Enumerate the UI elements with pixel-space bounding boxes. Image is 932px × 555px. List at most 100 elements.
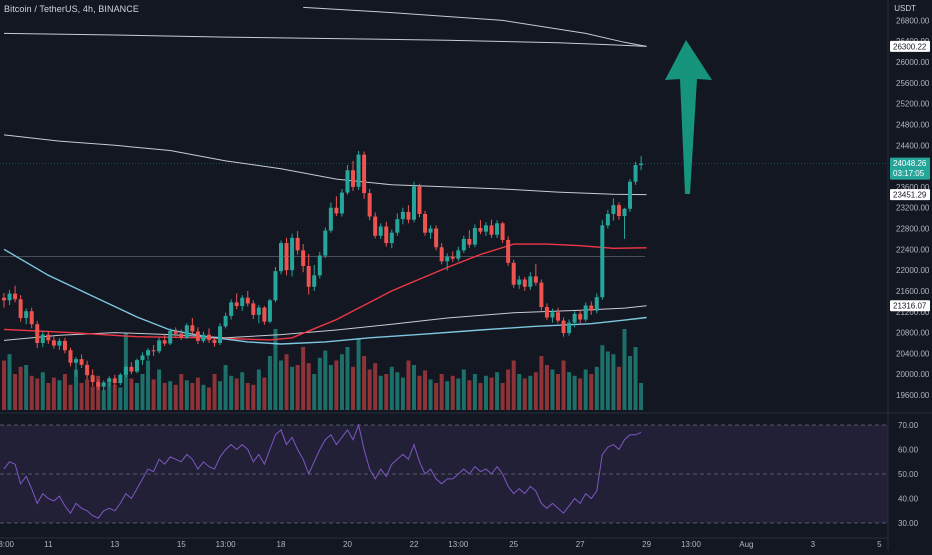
candle-body [306,265,311,287]
candle-body [151,350,156,352]
candle-body [417,186,422,214]
price-tick-label: 20800.00 [896,329,930,338]
candle-body [323,230,328,256]
time-tick-label: 25 [509,540,518,549]
volume-bar [68,384,73,410]
ma-white-top2-line [303,6,647,47]
time-tick-label: 20 [343,540,352,549]
candle-body [522,279,527,287]
volume-bar [345,347,350,410]
price-label-box [890,157,930,180]
volume-bar [62,374,67,410]
price-label-box [890,300,930,312]
volume-bar [273,329,278,410]
volume-bar [639,383,644,410]
candle-body [240,297,245,307]
candle-body [62,340,67,351]
price-axis[interactable]: 26800.0026400.0026000.0025600.0025200.00… [896,16,930,400]
time-tick-label: 22 [410,540,419,549]
volume-bar [611,354,616,410]
time-tick-label: 13:00 [0,540,15,549]
candle-body [262,307,267,322]
volume-bar [506,369,511,410]
volume-bar [522,378,527,410]
candle-body [206,334,211,340]
candle-body [616,205,621,217]
rsi-axis[interactable]: 70.00 60.00 50.00 40.00 30.00 [898,421,919,528]
candle-body [118,374,123,384]
volume-bar [589,374,594,410]
price-pane[interactable] [0,0,888,410]
rsi-tick-label: 70.00 [898,421,919,430]
candle-body [85,364,90,376]
candle-body [245,297,250,304]
volume-bar [511,360,516,410]
price-label-text: 23451.29 [893,191,927,200]
volume-bar [134,383,139,410]
volume-bar [373,363,378,410]
candle-body [434,228,439,248]
time-tick-label: 29 [642,540,651,549]
volume-bar [168,381,173,410]
candle-body [168,331,173,344]
candle-body [29,311,34,325]
candle-body [423,213,428,233]
candle-body [195,331,200,341]
candle-body [157,340,162,352]
candle-body [35,324,40,343]
candle-body [445,256,450,262]
candle-body [605,213,610,226]
candle-body [101,382,106,387]
volume-bar [13,374,18,410]
candle-body [57,340,62,346]
candle-body [279,243,283,272]
volume-bar [245,383,250,410]
price-tick-label: 20400.00 [896,349,930,358]
candle-body [162,340,167,344]
candle-body [123,366,128,375]
candle-body [267,300,272,322]
candle-body [611,205,616,214]
volume-bar [301,347,306,410]
candle-body [533,276,538,283]
price-tick-label: 22400.00 [896,245,930,254]
up-arrow-drawing[interactable] [665,40,712,194]
rsi-tick-label: 30.00 [898,519,919,528]
volume-bar [29,375,34,410]
candle-body [483,225,488,232]
price-label-box [890,189,930,201]
candle-body [550,312,555,318]
time-axis[interactable]: 13:00 11 13 15 13:00 18 20 22 13:00 25 27 29 13:00 Au… [0,540,882,549]
candle-body [273,271,278,301]
volume-bar [483,375,488,410]
volume-bar [439,374,444,410]
candle-body [13,293,18,300]
volume-bar [212,374,217,410]
volume-bar [351,366,356,410]
volume-bar [323,350,328,410]
volume-bar [312,374,317,410]
candle-body [572,313,577,323]
volume-bar [467,380,472,410]
volume-bar [140,374,145,410]
price-tick-label: 24400.00 [896,141,930,150]
volume-bar [495,372,500,410]
rsi-tick-label: 50.00 [898,470,919,479]
time-tick-label: 5 [877,540,882,549]
price-tick-label: 23200.00 [896,204,930,213]
price-tick-label: 22000.00 [896,266,930,275]
chart-title: Bitcoin / TetherUS, 4h, BINANCE [4,4,139,14]
volume-bar [7,354,12,410]
candle-body [511,262,516,285]
price-label-text: 26300.22 [893,42,927,51]
volume-bar [478,383,483,410]
candle-body [439,247,444,262]
ma-white-top-line [3,32,647,47]
volume-bar [489,377,494,410]
volume-bar [184,380,189,410]
volume-bar [107,383,112,410]
volume-bar [173,384,178,410]
price-label-box [890,40,930,52]
